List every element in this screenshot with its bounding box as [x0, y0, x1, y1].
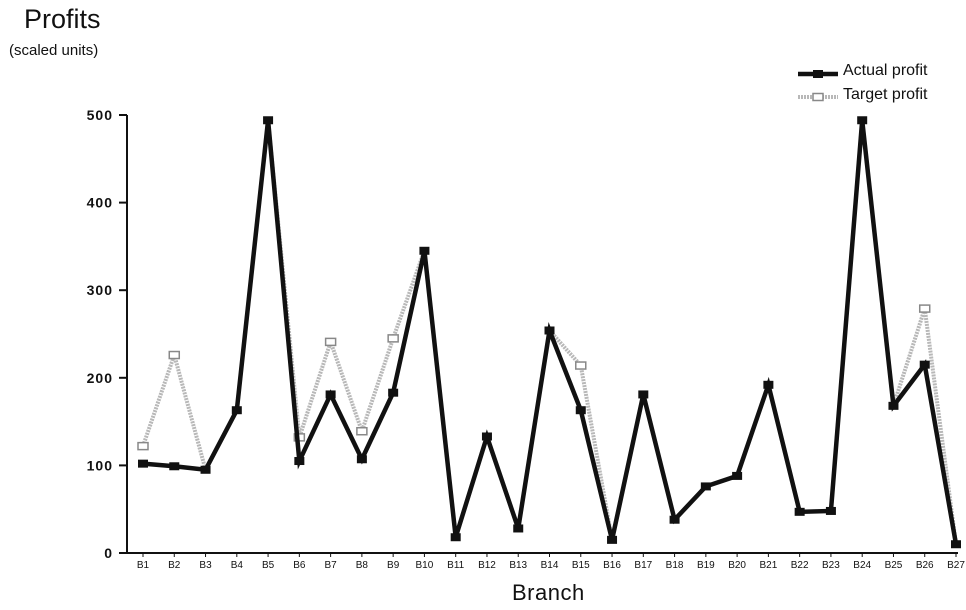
x-tick-label: B1: [137, 560, 150, 571]
y-tick-label: 200: [87, 370, 113, 386]
actual-profit-point: [200, 465, 211, 474]
target-profit-point: [918, 304, 931, 313]
y-tick-label: 0: [104, 545, 113, 561]
actual-profit-point: [669, 515, 680, 524]
target-profit-point: [356, 426, 368, 436]
actual-profit-point: [544, 326, 555, 335]
actual-profit-point: [638, 390, 649, 399]
legend-item-target: Target profit: [843, 86, 927, 104]
actual-profit-point: [825, 506, 836, 515]
actual-profit-point: [919, 360, 930, 369]
actual-profit-point: [419, 246, 430, 255]
legend-marker-target: [812, 92, 824, 102]
actual-profit-point: [325, 390, 336, 399]
actual-profit-point: [763, 380, 774, 389]
x-tick-label: B15: [572, 560, 590, 571]
x-tick-label: B14: [541, 560, 559, 571]
x-tick-label: B12: [478, 560, 496, 571]
x-tick-label: B27: [947, 560, 965, 571]
actual-profit-layer: [138, 116, 961, 549]
legend-label-target: Target profit: [843, 86, 928, 103]
x-tick-label: B3: [199, 560, 212, 571]
x-tick-label: B6: [293, 560, 306, 571]
y-tick-label: 300: [87, 282, 113, 298]
actual-profit-point: [607, 535, 618, 544]
y-tick-label: 100: [87, 457, 113, 473]
actual-profit-point: [169, 462, 180, 471]
actual-profit-point: [388, 388, 399, 397]
x-axis-label: Branch: [512, 580, 585, 605]
actual-profit-point: [294, 457, 305, 466]
actual-profit-point: [450, 533, 461, 542]
actual-profit-point: [263, 116, 274, 125]
x-tick-label: B20: [728, 560, 746, 571]
x-tick-label: B13: [509, 560, 527, 571]
actual-profit-point: [700, 482, 711, 491]
x-tick-label: B18: [666, 560, 684, 571]
chart-title: Profits: [24, 4, 101, 34]
x-tick-label: B4: [231, 560, 244, 571]
actual-profit-point: [794, 507, 805, 516]
x-tick-label: B19: [697, 560, 715, 571]
legend-marks: [798, 70, 838, 102]
target-profit-point: [575, 361, 587, 370]
legend-marker-actual: [813, 70, 823, 78]
actual-profit-point: [857, 116, 868, 125]
target-profit-point: [387, 334, 399, 343]
chart-axes: [126, 115, 958, 554]
actual-profit-point: [513, 524, 524, 533]
x-tick-label: B26: [916, 560, 934, 571]
x-tick-label: B11: [447, 560, 464, 571]
actual-profit-point: [138, 459, 148, 468]
x-tick-label: B23: [822, 560, 840, 571]
target-profit-point: [137, 441, 149, 451]
chart-subtitle: (scaled units): [9, 42, 99, 59]
x-tick-label: B24: [853, 560, 871, 571]
actual-profit-point: [356, 455, 367, 464]
target-profit-layer: [137, 118, 958, 545]
actual-profit-point: [951, 540, 961, 549]
x-tick-label: B2: [168, 560, 181, 571]
target-profit-point: [324, 337, 337, 347]
x-tick-label: B10: [416, 560, 434, 571]
actual-profit-point: [888, 401, 899, 410]
x-tick-label: B5: [262, 560, 275, 571]
y-tick-label: 500: [87, 107, 113, 123]
x-axis-ticks: B1 B2 B3 B4 B5 B6 B7 B8 B9 B10 B11 B12 B13 B14 B15 B16 B…: [137, 553, 965, 571]
legend-item-actual: Actual profit: [843, 62, 927, 80]
x-tick-label: B16: [603, 560, 621, 571]
x-tick-label: B21: [759, 560, 777, 571]
x-tick-label: B7: [324, 560, 337, 571]
y-tick-label: 400: [87, 195, 113, 211]
target-profit-point: [168, 350, 181, 360]
x-tick-label: B22: [791, 560, 809, 571]
actual-profit-point: [575, 406, 586, 415]
y-axis-ticks: 0 100 200 300 400 500: [87, 107, 127, 561]
legend-label-actual: Actual profit: [843, 62, 928, 79]
actual-profit-point: [732, 471, 743, 480]
actual-profit-point: [481, 432, 492, 441]
x-tick-label: B9: [387, 560, 400, 571]
x-tick-label: B17: [634, 560, 652, 571]
actual-profit-point: [231, 406, 242, 415]
x-tick-label: B25: [885, 560, 903, 571]
x-tick-label: B8: [356, 560, 369, 571]
